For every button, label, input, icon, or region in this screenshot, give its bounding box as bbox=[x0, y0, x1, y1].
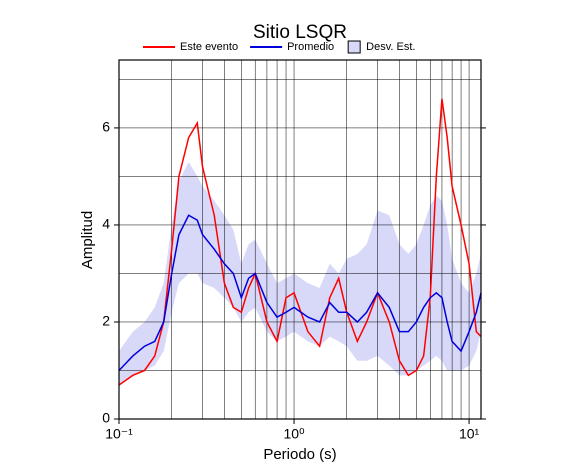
x-axis-label: Periodo (s) bbox=[263, 446, 336, 463]
chart-title: Sitio LSQR bbox=[253, 22, 347, 43]
y-tick-label: 4 bbox=[102, 216, 110, 232]
y-tick-label: 0 bbox=[102, 410, 110, 426]
x-tick-label: 10¹ bbox=[459, 426, 480, 442]
series-line bbox=[118, 98, 482, 386]
legend-label: Desv. Est. bbox=[366, 41, 415, 53]
legend-swatch bbox=[347, 40, 361, 54]
x-tick-label: 10⁻¹ bbox=[105, 426, 133, 442]
legend-label: Promedio bbox=[287, 41, 334, 53]
plot-frame bbox=[118, 59, 482, 420]
series-line bbox=[118, 214, 482, 372]
y-tick-label: 2 bbox=[102, 313, 110, 329]
y-axis-label: Amplitud bbox=[79, 211, 96, 269]
y-tick-label: 6 bbox=[102, 119, 110, 135]
x-tick-label: 10⁰ bbox=[283, 426, 305, 442]
legend-label: Este evento bbox=[180, 41, 238, 53]
